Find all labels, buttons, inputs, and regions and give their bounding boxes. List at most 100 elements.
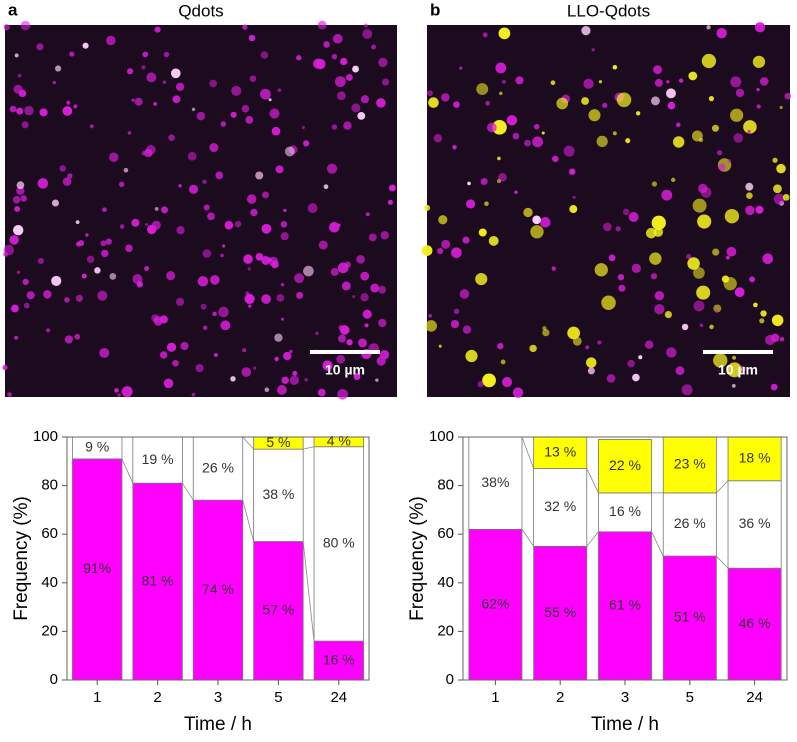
blob	[126, 68, 134, 75]
value-label: 5 %	[266, 434, 290, 450]
blob	[315, 58, 326, 70]
blob	[542, 326, 547, 331]
blob	[62, 106, 73, 116]
blob	[351, 103, 361, 113]
blob	[651, 181, 658, 187]
value-label: 26 %	[202, 459, 234, 475]
blob	[583, 78, 594, 89]
blob	[523, 207, 533, 218]
blob	[340, 57, 348, 66]
blob	[99, 347, 110, 358]
blob	[618, 284, 626, 292]
value-label: 26 %	[674, 515, 706, 531]
bar-segment	[253, 448, 304, 542]
scale-bar-label: 10 µm	[325, 362, 365, 378]
blob	[62, 177, 72, 186]
blob	[622, 208, 630, 216]
blob	[627, 359, 635, 368]
blob	[754, 22, 766, 33]
blob	[588, 109, 601, 122]
blob	[242, 24, 248, 30]
blob	[220, 121, 227, 127]
blob	[499, 91, 503, 96]
blob	[127, 131, 132, 135]
blob	[712, 248, 720, 256]
blob	[141, 150, 147, 156]
value-label: 80 %	[323, 535, 355, 551]
blob	[114, 388, 119, 393]
blob	[261, 191, 269, 199]
blob	[20, 20, 31, 31]
blob	[303, 265, 314, 277]
blob	[581, 26, 591, 36]
blob	[261, 255, 271, 265]
blob	[23, 302, 30, 309]
blob	[197, 276, 209, 287]
value-label: 18 %	[739, 450, 771, 466]
connector	[716, 480, 729, 494]
blob	[292, 370, 298, 376]
blob	[502, 377, 513, 388]
connector	[521, 529, 534, 547]
blob	[678, 78, 684, 83]
bar-segment	[727, 567, 782, 681]
x-tick-label: 24	[746, 689, 763, 706]
blob	[598, 80, 603, 84]
blob	[326, 163, 338, 174]
blob	[653, 65, 663, 75]
value-label: 9 %	[85, 439, 109, 455]
blob	[24, 105, 34, 116]
bar-segment	[598, 531, 652, 681]
blob	[696, 285, 711, 300]
blob	[759, 77, 769, 86]
blob	[675, 366, 685, 376]
blob	[492, 120, 507, 135]
blob	[78, 240, 85, 247]
blob	[698, 183, 708, 194]
bar-segment	[313, 640, 364, 681]
value-label: 22 %	[609, 457, 641, 473]
blob	[39, 108, 48, 117]
blob	[134, 97, 143, 106]
blob	[530, 225, 544, 239]
blob	[727, 159, 731, 163]
blob	[323, 184, 329, 190]
value-label: 16 %	[323, 651, 355, 667]
blob	[424, 204, 431, 211]
blob	[14, 335, 19, 340]
blob	[336, 354, 346, 364]
connector	[121, 458, 134, 484]
blob	[334, 76, 346, 88]
blob	[331, 53, 338, 60]
blob	[341, 281, 351, 291]
blob	[606, 374, 616, 383]
blob	[172, 95, 181, 104]
blob	[632, 373, 640, 382]
blob	[368, 233, 377, 242]
y-tick-label: 100	[33, 428, 58, 445]
blob	[360, 95, 370, 104]
blob	[12, 196, 21, 204]
blob	[178, 184, 182, 188]
blob	[370, 283, 380, 293]
blob	[245, 115, 254, 124]
x-tick-label: 2	[153, 689, 161, 706]
blob	[484, 201, 489, 207]
blob	[196, 111, 206, 121]
panel-label: b	[430, 0, 440, 19]
blob	[524, 139, 531, 147]
y-tick-label: 40	[437, 574, 454, 591]
blob	[209, 142, 219, 153]
blob	[37, 257, 44, 265]
blob	[16, 181, 25, 190]
blob	[36, 43, 44, 51]
panel-label: a	[8, 0, 18, 19]
blob	[651, 215, 666, 230]
blob	[102, 207, 107, 213]
blob	[453, 101, 460, 108]
x-tick-label: 3	[214, 689, 222, 706]
blob	[514, 190, 518, 195]
blob	[246, 194, 257, 204]
blob	[358, 338, 367, 348]
bar-segment	[533, 545, 588, 681]
